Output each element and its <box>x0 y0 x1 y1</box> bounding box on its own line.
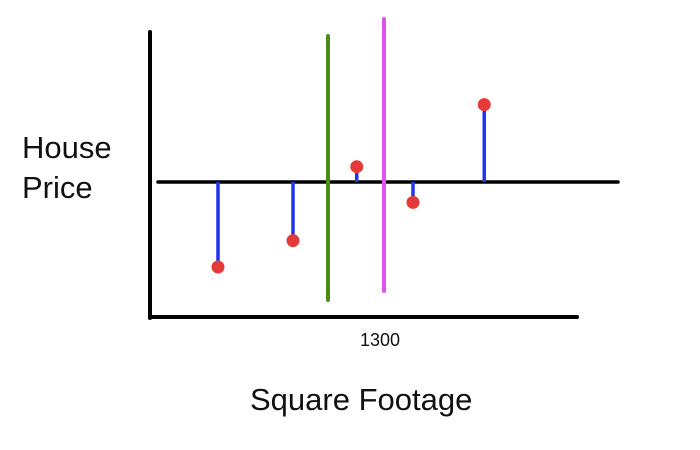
data-point <box>350 160 364 174</box>
data-point <box>477 98 491 112</box>
y-axis-label-line1: House <box>22 130 112 165</box>
x-axis-label: Square Footage <box>250 382 473 417</box>
data-points-group <box>211 98 491 274</box>
y-axis-label-line2: Price <box>22 170 93 205</box>
y-axis-label: House Price <box>22 128 112 208</box>
data-point <box>286 234 300 248</box>
data-point <box>406 195 420 209</box>
x-tick-label: 1300 <box>360 330 401 350</box>
data-point <box>211 260 225 274</box>
